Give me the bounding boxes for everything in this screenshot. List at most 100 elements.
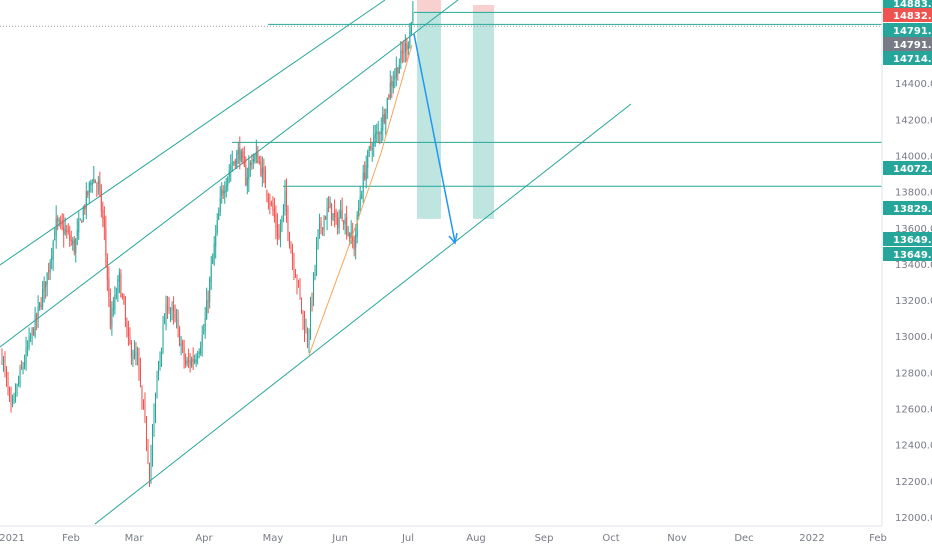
candle-body bbox=[188, 360, 190, 362]
price-scale-background[interactable] bbox=[882, 0, 932, 550]
time-tick-label: Nov bbox=[667, 533, 687, 544]
projection-arrow bbox=[413, 33, 456, 243]
candle-body bbox=[117, 279, 119, 294]
price-tag-target-label: 13649.3 bbox=[893, 250, 932, 261]
candle-body bbox=[105, 227, 107, 256]
price-tag-level-label: 13829.5 bbox=[893, 204, 932, 215]
candle-body bbox=[97, 181, 99, 184]
candle-body bbox=[185, 359, 187, 365]
candle-body bbox=[364, 172, 366, 180]
candle-body bbox=[359, 196, 361, 207]
candle-body bbox=[370, 145, 372, 148]
price-tick-label: 12000.0 bbox=[895, 513, 932, 524]
candle-body bbox=[57, 218, 59, 222]
candle-body bbox=[12, 399, 14, 404]
time-scale-background[interactable] bbox=[0, 526, 882, 550]
candle-body bbox=[158, 361, 160, 380]
candle-body bbox=[48, 269, 50, 272]
price-tag-entry bbox=[883, 23, 932, 37]
candle-body bbox=[287, 209, 289, 233]
candle-body bbox=[206, 300, 208, 320]
time-scale[interactable]: 2021 Feb Mar Apr May Jun Jul Aug Sep Oct Nov Dec 202… bbox=[0, 533, 887, 544]
candle-body bbox=[240, 151, 242, 163]
candle-body bbox=[75, 238, 77, 253]
candle-body bbox=[320, 221, 322, 228]
time-tick-label: 2021 bbox=[0, 533, 25, 544]
candle-body bbox=[10, 394, 12, 406]
pattern-drawings[interactable] bbox=[308, 33, 458, 356]
candle-body bbox=[269, 202, 271, 205]
candle-body bbox=[310, 303, 312, 333]
candle-body bbox=[379, 132, 381, 134]
candle-body bbox=[109, 298, 111, 329]
price-tag-stop-high-label: 14883.6 bbox=[893, 0, 932, 10]
candle-body bbox=[279, 228, 281, 238]
candle-body bbox=[302, 310, 304, 318]
candle-body bbox=[386, 97, 388, 114]
candle-body bbox=[263, 167, 265, 173]
candle-body bbox=[176, 319, 178, 321]
candle-body bbox=[1, 352, 3, 363]
candle-body bbox=[346, 216, 348, 234]
candle-body bbox=[215, 233, 217, 247]
candle-body bbox=[252, 159, 254, 162]
candle-body bbox=[377, 132, 379, 134]
candle-body bbox=[398, 64, 400, 74]
candle-body bbox=[410, 22, 412, 34]
stop-zone bbox=[417, 0, 441, 13]
candle-body bbox=[174, 313, 176, 319]
candle-body bbox=[307, 332, 309, 344]
price-tag-entry-grey bbox=[883, 37, 932, 51]
candle-body bbox=[285, 189, 287, 212]
candle-body bbox=[9, 387, 11, 396]
candle-body bbox=[291, 253, 293, 260]
candle-body bbox=[304, 320, 306, 334]
time-tick-label: Mar bbox=[125, 533, 145, 544]
candle-body bbox=[322, 227, 324, 230]
candle-body bbox=[182, 342, 184, 346]
candle-body bbox=[3, 360, 5, 363]
trend-channels[interactable] bbox=[0, 0, 632, 525]
candle-body bbox=[210, 266, 212, 282]
candle-body bbox=[272, 203, 274, 211]
time-tick-label: Dec bbox=[734, 533, 753, 544]
price-scale[interactable]: 12000.0 12200.0 12400.0 12600.0 12800.0 13000… bbox=[895, 43, 932, 524]
candle-body bbox=[394, 76, 396, 80]
candle-body bbox=[365, 165, 367, 180]
candle-body bbox=[147, 445, 149, 462]
horizontal-levels[interactable] bbox=[0, 11, 882, 187]
candle-body bbox=[266, 190, 268, 196]
candle-body bbox=[153, 412, 155, 430]
candle-body bbox=[192, 358, 194, 362]
candle-body bbox=[261, 168, 263, 178]
candle-body bbox=[94, 179, 96, 184]
candle-body bbox=[124, 306, 126, 320]
time-tick-label: Apr bbox=[195, 533, 213, 544]
candle-body bbox=[43, 281, 45, 292]
candle-body bbox=[135, 352, 137, 357]
candle-body bbox=[233, 161, 235, 163]
candle-body bbox=[155, 393, 157, 415]
candle-body bbox=[376, 131, 378, 134]
candle-body bbox=[373, 136, 375, 147]
candle-body bbox=[4, 359, 6, 370]
price-tick-label: 13600.0 bbox=[895, 224, 932, 235]
position-tools[interactable] bbox=[417, 0, 494, 219]
candle-body bbox=[34, 314, 36, 337]
price-tag-stop-high bbox=[883, 0, 932, 10]
candle-body bbox=[194, 359, 196, 363]
candle-body bbox=[218, 212, 220, 220]
candle-body bbox=[395, 67, 397, 78]
candle-body bbox=[361, 193, 363, 199]
candle-body bbox=[85, 190, 87, 210]
candle-body bbox=[16, 384, 18, 394]
candle-body bbox=[76, 229, 78, 237]
candle-body bbox=[385, 114, 387, 124]
candle-body bbox=[356, 214, 358, 237]
candle-body bbox=[207, 301, 209, 303]
time-tick-label: Feb bbox=[62, 533, 80, 544]
candle-body bbox=[248, 166, 250, 180]
projection-arrow-head bbox=[448, 232, 458, 245]
price-tick-label: 13800.0 bbox=[895, 188, 932, 199]
